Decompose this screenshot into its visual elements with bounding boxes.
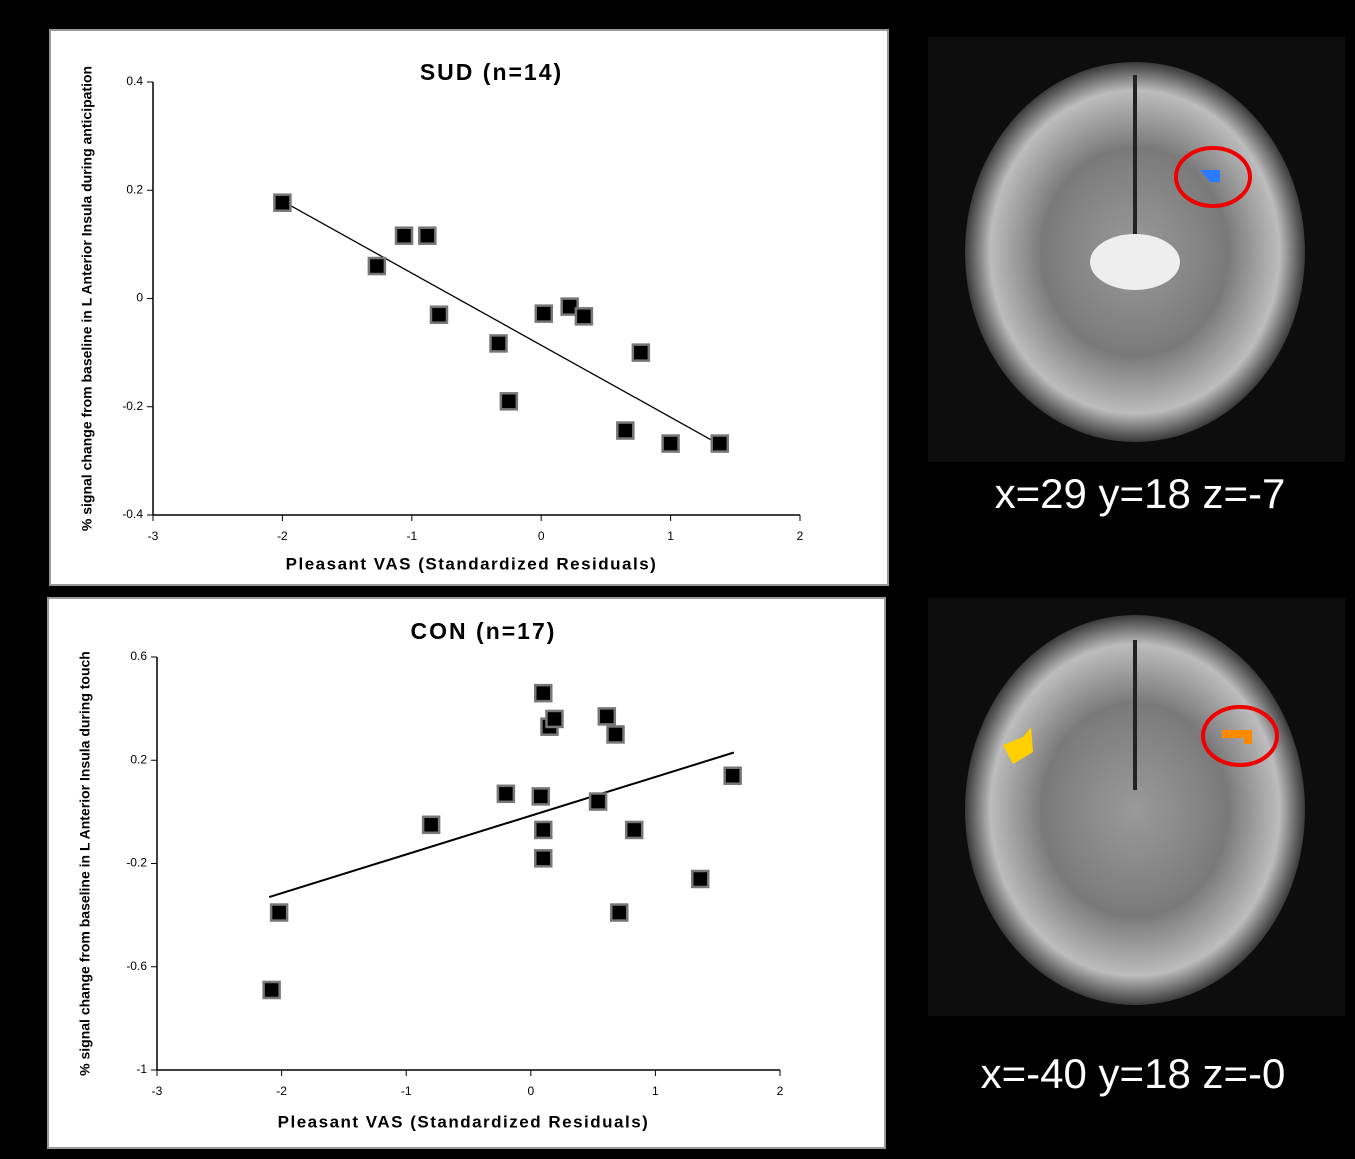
x-tick-label: -2: [277, 529, 288, 543]
point: [534, 849, 553, 868]
point: [489, 334, 508, 353]
x-tick-label: -2: [276, 1084, 287, 1098]
fit-line: [282, 200, 721, 446]
point: [534, 304, 554, 323]
point: [418, 226, 437, 245]
y-axis-label: % signal change from baseline in L Anter…: [79, 66, 95, 531]
fit-line: [268, 751, 735, 899]
point: [545, 709, 564, 729]
y-tick-label: 0: [136, 291, 143, 305]
x-axis-label: Pleasant VAS (Standardized Residuals): [286, 554, 658, 573]
point: [367, 256, 387, 276]
point: [262, 980, 281, 1000]
point: [691, 869, 710, 889]
point: [394, 226, 414, 245]
point: [273, 193, 292, 212]
x-tick-label: -1: [406, 529, 417, 543]
chart-panel: [49, 29, 889, 586]
point: [421, 815, 441, 835]
point: [631, 343, 651, 362]
point: [616, 421, 635, 440]
x-tick-label: 2: [797, 529, 804, 543]
y-axis-label: % signal change from baseline in L Anter…: [77, 651, 93, 1076]
point: [496, 784, 516, 804]
x-tick-label: -1: [401, 1084, 412, 1098]
x-axis-label: Pleasant VAS (Standardized Residuals): [278, 1112, 650, 1131]
x-tick-label: 1: [667, 529, 674, 543]
point: [710, 434, 730, 453]
y-tick-label: 0.2: [130, 752, 147, 766]
point: [531, 787, 551, 806]
point: [429, 305, 449, 324]
chart-title: SUD (n=14): [420, 59, 563, 85]
point: [597, 707, 617, 726]
point: [499, 392, 519, 411]
point: [661, 434, 680, 453]
y-tick-label: -0.6: [126, 959, 147, 973]
y-tick-label: -0.2: [126, 856, 147, 870]
y-tick-label: -0.2: [122, 399, 143, 413]
point: [723, 766, 742, 785]
brain-image: [928, 598, 1345, 1016]
x-tick-label: 1: [652, 1084, 659, 1098]
x-tick-label: -3: [148, 529, 159, 543]
point: [606, 725, 625, 744]
point: [610, 903, 629, 922]
image-caption: x=29 y=18 z=-7: [995, 470, 1286, 517]
chart-title: CON (n=17): [411, 618, 557, 644]
point: [588, 792, 608, 811]
x-tick-label: 0: [538, 529, 545, 543]
point: [534, 820, 553, 840]
point: [534, 683, 553, 703]
y-tick-label: 0.6: [130, 649, 147, 663]
chart-panel: [47, 597, 886, 1149]
point: [624, 820, 644, 840]
y-tick-label: -0.4: [122, 507, 143, 521]
y-tick-label: 0.2: [126, 182, 143, 196]
x-tick-label: 2: [777, 1084, 784, 1098]
x-tick-label: 0: [527, 1084, 534, 1098]
point: [574, 307, 594, 326]
image-caption: x=-40 y=18 z=-0: [981, 1050, 1286, 1097]
point: [269, 903, 289, 922]
y-tick-label: 0.4: [126, 74, 143, 88]
point: [560, 297, 579, 316]
y-tick-label: -1: [136, 1062, 147, 1076]
brain-image: [928, 37, 1345, 462]
x-tick-label: -3: [152, 1084, 163, 1098]
